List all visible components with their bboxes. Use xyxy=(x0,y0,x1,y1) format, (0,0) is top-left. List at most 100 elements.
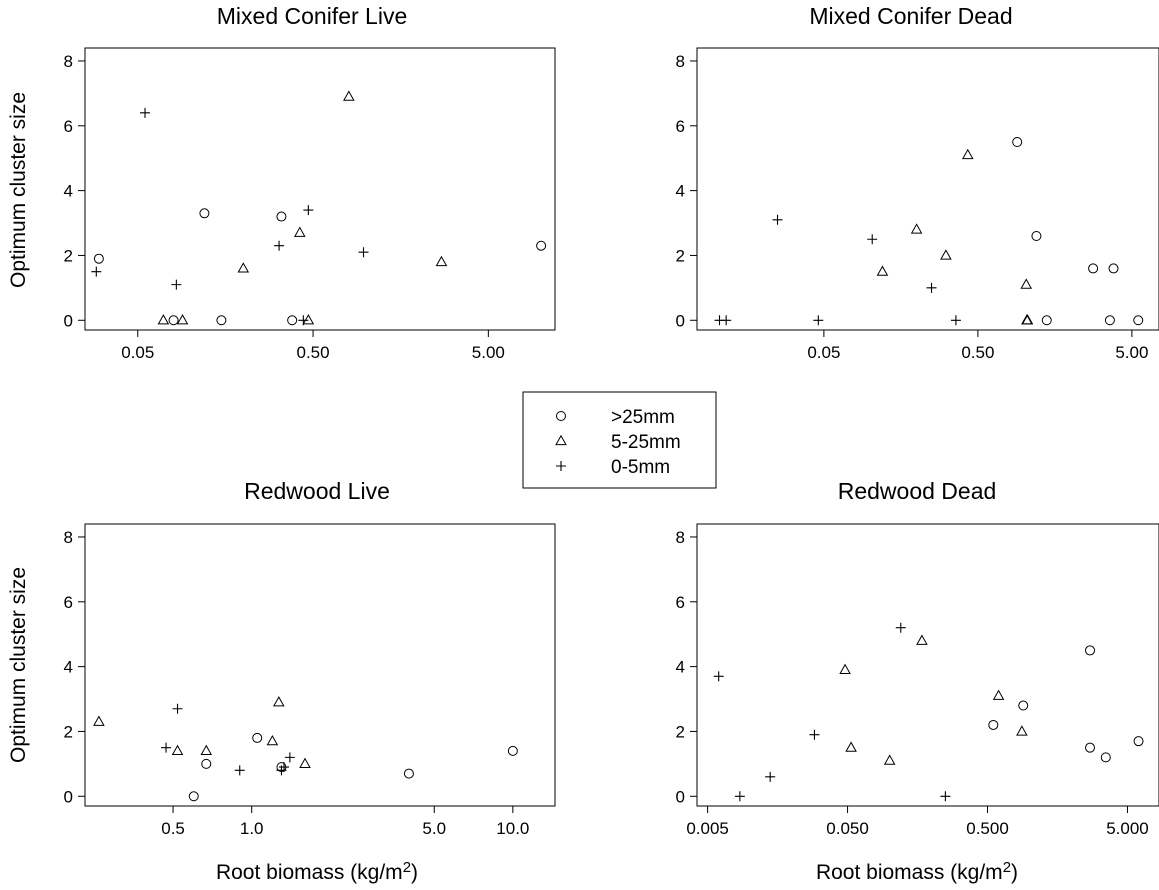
point-gt25mm xyxy=(1108,263,1119,274)
point-5-25mm xyxy=(293,226,306,237)
point-0-5mm xyxy=(234,765,245,776)
point-5-25mm xyxy=(176,314,189,325)
point-gt25mm xyxy=(1133,315,1144,326)
y-tick-label: 0 xyxy=(676,787,685,806)
point-5-25mm xyxy=(266,734,279,746)
legend-label: 5-25mm xyxy=(611,432,681,453)
y-tick-label: 0 xyxy=(64,311,73,330)
point-0-5mm xyxy=(172,703,183,714)
point-0-5mm xyxy=(274,240,285,251)
point-gt25mm xyxy=(1104,315,1115,326)
point-5-25mm xyxy=(343,90,355,101)
point-gt25mm xyxy=(1085,742,1096,753)
point-5-25mm xyxy=(93,715,105,726)
legend-box xyxy=(522,391,717,489)
point-gt25mm xyxy=(287,315,298,326)
y-tick-label: 8 xyxy=(676,528,685,547)
point-0-5mm xyxy=(940,791,951,802)
point-5-25mm xyxy=(940,249,952,260)
y-tick-label: 8 xyxy=(676,52,685,71)
point-5-25mm xyxy=(302,314,315,325)
y-tick-label: 2 xyxy=(64,722,73,741)
point-5-25mm xyxy=(237,262,250,273)
point-0-5mm xyxy=(298,315,309,326)
point-0-5mm xyxy=(734,791,745,802)
point-gt25mm xyxy=(188,791,199,802)
point-gt25mm xyxy=(988,719,999,730)
point-gt25mm xyxy=(1100,752,1111,763)
point-gt25mm xyxy=(1088,263,1099,274)
point-5-25mm xyxy=(992,689,1005,700)
point-gt25mm xyxy=(276,211,287,222)
y-tick-label: 4 xyxy=(64,658,73,677)
point-0-5mm xyxy=(140,107,151,118)
legend: >25mm 5-25mm 0-5mm xyxy=(522,391,717,489)
point-gt25mm xyxy=(1041,315,1052,326)
point-0-5mm xyxy=(161,742,172,753)
plot-frame xyxy=(84,47,556,331)
point-0-5mm xyxy=(284,752,295,763)
x-axis-label-text: Root biomass (kg/m xyxy=(816,861,1003,884)
y-tick-label: 4 xyxy=(676,182,685,201)
point-0-5mm xyxy=(279,762,290,773)
panel-title: Redwood Dead xyxy=(838,478,997,504)
x-axis-label-superscript: 2 xyxy=(403,859,411,876)
point-5-25mm xyxy=(876,265,889,276)
point-gt25mm xyxy=(403,768,414,779)
point-0-5mm xyxy=(813,315,824,326)
x-tick-label: 10.0 xyxy=(496,819,529,838)
point-gt25mm xyxy=(252,732,263,743)
x-tick-label: 5.00 xyxy=(1115,343,1148,362)
x-axis-label-text: Root biomass (kg/m xyxy=(216,861,403,884)
x-tick-label: 0.500 xyxy=(966,819,1009,838)
point-gt25mm xyxy=(168,315,179,326)
x-axis-label: Root biomass (kg/m2) xyxy=(216,859,418,884)
x-axis-label-close: ) xyxy=(411,861,418,884)
point-gt25mm xyxy=(536,240,547,251)
panel-title: Mixed Conifer Live xyxy=(217,3,407,29)
y-axis-label: Optimum cluster size xyxy=(7,567,30,763)
panel-redwood-dead: Redwood Dead Root biomass (kg/m2) 024680… xyxy=(676,478,1159,884)
point-0-5mm xyxy=(721,315,732,326)
point-0-5mm xyxy=(867,234,878,245)
point-5-25mm xyxy=(157,314,170,325)
y-tick-label: 6 xyxy=(676,117,685,136)
legend-label: >25mm xyxy=(611,407,675,428)
y-tick-label: 2 xyxy=(676,722,685,741)
point-5-25mm xyxy=(299,757,311,769)
y-tick-label: 0 xyxy=(676,311,685,330)
point-5-25mm xyxy=(1021,314,1034,325)
y-axis-label: Optimum cluster size xyxy=(7,92,30,288)
plot-frame xyxy=(696,47,1159,331)
point-0-5mm xyxy=(713,671,724,682)
y-tick-label: 8 xyxy=(64,528,73,547)
x-tick-label: 5.0 xyxy=(422,819,446,838)
plot-area-mixed-conifer-live xyxy=(91,90,547,326)
point-5-25mm xyxy=(273,696,285,707)
plot-frame xyxy=(84,523,556,807)
x-tick-label: 1.0 xyxy=(240,819,264,838)
y-tick-label: 2 xyxy=(676,246,685,265)
point-5-25mm xyxy=(1016,725,1028,736)
panel-redwood-live: Redwood Live Optimum cluster size Root b… xyxy=(7,478,556,884)
x-tick-label: 5.00 xyxy=(472,343,505,362)
x-axis-label: Root biomass (kg/m2) xyxy=(816,859,1018,884)
x-tick-label: 0.050 xyxy=(826,819,869,838)
point-5-25mm xyxy=(839,663,851,675)
point-0-5mm xyxy=(895,622,906,633)
point-5-25mm xyxy=(910,223,923,234)
point-0-5mm xyxy=(926,282,937,293)
point-0-5mm xyxy=(91,266,102,277)
y-tick-label: 0 xyxy=(64,787,73,806)
point-5-25mm xyxy=(845,741,857,752)
x-tick-label: 0.5 xyxy=(161,819,185,838)
y-tick-label: 8 xyxy=(64,52,73,71)
y-tick-label: 6 xyxy=(64,117,73,136)
point-5-25mm xyxy=(200,744,213,756)
point-gt25mm xyxy=(1031,231,1042,241)
point-5-25mm xyxy=(883,754,896,765)
x-axis-label-close: ) xyxy=(1011,861,1018,884)
legend-marker-plus xyxy=(556,461,566,471)
point-gt25mm xyxy=(1085,645,1096,656)
plot-frame xyxy=(696,523,1159,807)
